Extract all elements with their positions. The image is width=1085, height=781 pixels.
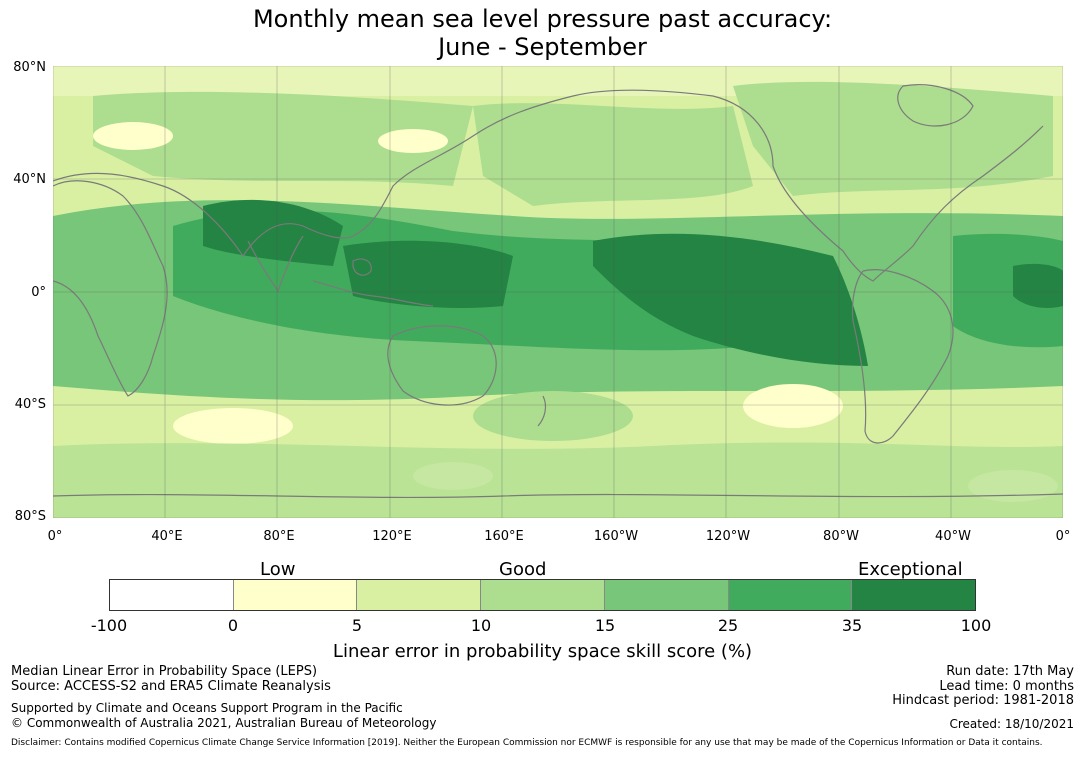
colorbar-label: Linear error in probability space skill … [332, 641, 753, 662]
maritime-field-6 [343, 240, 513, 308]
coast-india [247, 235, 304, 293]
lon-label-160e: 160°E [484, 529, 524, 544]
coast-australia [387, 325, 497, 406]
lon-label-160w: 160°W [593, 529, 639, 544]
colorbar-tick: 5 [351, 616, 363, 635]
colorbar-segment [233, 580, 358, 610]
footer-run-date: Run date: 17th May [946, 664, 1074, 679]
lon-label-120e: 120°E [372, 529, 412, 544]
colorbar [109, 579, 976, 611]
colorbar-segment [604, 580, 729, 610]
coast-south-america [851, 269, 954, 444]
map-canvas [53, 66, 1063, 518]
lat-label-equator: 0° [31, 285, 46, 300]
footer-support: Supported by Climate and Oceans Support … [11, 701, 403, 715]
pale-patch [743, 384, 843, 428]
lon-label-0-right: 0° [1055, 529, 1071, 544]
footer-copyright: © Commonwealth of Australia 2021, Austra… [11, 716, 437, 730]
colorbar-word-low: Low [260, 559, 296, 580]
lat-label-40n: 40°N [13, 172, 46, 187]
gridlines [53, 66, 1063, 518]
colorbar-tick: 100 [960, 616, 992, 635]
coast-north-america [712, 95, 1044, 282]
lon-label-80w: 80°W [823, 529, 859, 544]
pale-patch [173, 408, 293, 444]
coast-indonesia [312, 280, 434, 307]
footer-method: Median Linear Error in Probability Space… [11, 664, 318, 679]
coast-new-zealand [537, 395, 547, 427]
colorbar-tick: 0 [227, 616, 239, 635]
colorbar-tick: -100 [90, 616, 128, 635]
pale-patch [378, 129, 448, 153]
coast-greenland [897, 84, 974, 127]
colorbar-segment [110, 580, 234, 610]
skill-fields [53, 66, 1063, 518]
coast-antarctica [53, 493, 1063, 499]
colorbar-tick: 35 [841, 616, 863, 635]
skill-score-map [53, 66, 1063, 518]
lat-label-40s: 40°S [14, 397, 46, 412]
lon-label-80e: 80°E [263, 529, 295, 544]
footer-lead-time: Lead time: 0 months [939, 679, 1074, 694]
lat-label-80n: 80°N [13, 60, 46, 75]
lon-label-0: 0° [47, 529, 63, 544]
pale-patch [93, 122, 173, 150]
eastern-pacific-field-6 [593, 233, 868, 366]
coast-borneo [352, 258, 372, 276]
lon-label-40w: 40°W [935, 529, 971, 544]
colorbar-segment [852, 580, 976, 610]
footer-created: Created: 18/10/2021 [949, 717, 1074, 731]
europe-asia-field [93, 91, 473, 186]
map-title-line2: June - September [438, 33, 647, 61]
colorbar-tick: 15 [594, 616, 616, 635]
footer-disclaimer: Disclaimer: Contains modified Copernicus… [11, 738, 1043, 748]
lat-label-80s: 80°S [14, 509, 46, 524]
north-america-field [733, 81, 1053, 196]
colorbar-word-good: Good [499, 559, 547, 580]
footer-hindcast: Hindcast period: 1981-2018 [892, 693, 1074, 708]
colorbar-segment [728, 580, 853, 610]
south-field [473, 391, 633, 441]
coast-eurasia [53, 89, 714, 258]
lon-label-40e: 40°E [151, 529, 183, 544]
lon-label-120w: 120°W [705, 529, 751, 544]
map-title-line1: Monthly mean sea level pressure past acc… [252, 5, 833, 33]
colorbar-tick: 10 [470, 616, 492, 635]
colorbar-tick: 25 [717, 616, 739, 635]
coast-africa [53, 180, 168, 397]
southern-ocean-field [53, 442, 1063, 518]
colorbar-segment [357, 580, 482, 610]
atlantic-field-5 [953, 233, 1063, 348]
atlantic-field-6 [1013, 263, 1063, 308]
colorbar-segment [481, 580, 605, 610]
footer-source: Source: ACCESS-S2 and ERA5 Climate Reana… [11, 679, 331, 694]
coastlines [53, 84, 1063, 499]
colorbar-word-exceptional: Exceptional [858, 559, 963, 580]
north-pacific-field [473, 103, 753, 206]
